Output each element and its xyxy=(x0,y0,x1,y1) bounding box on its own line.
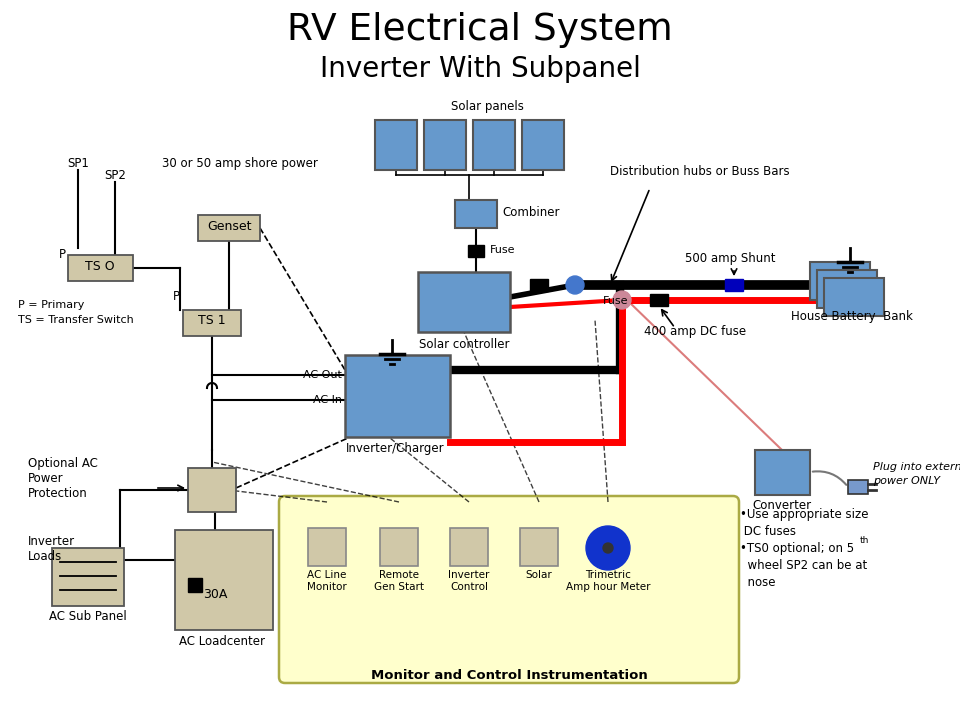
Text: TS O: TS O xyxy=(85,259,115,272)
Bar xyxy=(308,528,346,566)
Text: P: P xyxy=(59,248,66,261)
Text: AC Out: AC Out xyxy=(303,370,342,380)
Text: Genset: Genset xyxy=(206,220,252,233)
Bar xyxy=(473,120,515,170)
Text: •Use appropriate size: •Use appropriate size xyxy=(740,508,869,521)
Bar xyxy=(198,215,260,241)
Bar xyxy=(810,262,870,300)
Text: P = Primary: P = Primary xyxy=(18,300,84,310)
Text: RV Electrical System: RV Electrical System xyxy=(287,12,673,48)
Bar xyxy=(345,355,450,437)
Text: Trimetric
Amp hour Meter: Trimetric Amp hour Meter xyxy=(565,570,650,592)
Text: Solar controller: Solar controller xyxy=(419,338,509,351)
Bar xyxy=(183,310,241,336)
Text: Inverter: Inverter xyxy=(28,535,75,548)
Text: TS = Transfer Switch: TS = Transfer Switch xyxy=(18,315,133,325)
Text: SP2: SP2 xyxy=(104,169,126,182)
Text: Fuse: Fuse xyxy=(490,245,516,255)
Bar xyxy=(725,279,743,291)
Text: AC Loadcenter: AC Loadcenter xyxy=(179,635,265,648)
Bar xyxy=(520,528,558,566)
Text: wheel SP2 can be at: wheel SP2 can be at xyxy=(740,559,867,572)
Text: Plug into external: Plug into external xyxy=(873,462,960,472)
Text: Solar: Solar xyxy=(526,570,552,580)
Text: 500 amp Shunt: 500 amp Shunt xyxy=(684,252,776,265)
Text: Monitor and Control Instrumentation: Monitor and Control Instrumentation xyxy=(371,669,647,682)
Text: TS 1: TS 1 xyxy=(198,315,226,328)
Text: AC Line
Monitor: AC Line Monitor xyxy=(307,570,347,592)
FancyBboxPatch shape xyxy=(279,496,739,683)
Text: th: th xyxy=(860,536,870,545)
Bar xyxy=(817,270,877,308)
Text: nose: nose xyxy=(740,576,776,589)
Text: Optional AC: Optional AC xyxy=(28,457,98,470)
Text: 30 or 50 amp shore power: 30 or 50 amp shore power xyxy=(162,157,318,170)
Bar xyxy=(755,450,810,495)
Bar xyxy=(530,279,548,291)
Bar xyxy=(68,255,133,281)
Text: House Battery  Bank: House Battery Bank xyxy=(791,310,913,323)
Text: •TS0 optional; on 5: •TS0 optional; on 5 xyxy=(740,542,854,555)
Text: SP1: SP1 xyxy=(67,157,89,170)
Circle shape xyxy=(566,276,584,294)
Text: power ONLY: power ONLY xyxy=(873,476,940,486)
Bar xyxy=(450,528,488,566)
Text: P: P xyxy=(173,290,180,303)
Bar xyxy=(424,120,466,170)
Bar xyxy=(418,272,510,332)
Bar xyxy=(375,120,417,170)
Bar xyxy=(380,528,418,566)
Text: 30A: 30A xyxy=(203,588,228,601)
Circle shape xyxy=(613,291,631,309)
Bar xyxy=(175,530,273,630)
Text: Remote
Gen Start: Remote Gen Start xyxy=(374,570,424,592)
Text: Converter: Converter xyxy=(753,499,811,512)
Text: 400 amp DC fuse: 400 amp DC fuse xyxy=(644,325,746,338)
Text: Power: Power xyxy=(28,472,63,485)
Bar xyxy=(650,294,668,306)
Bar xyxy=(188,468,236,512)
Text: Inverter/Charger: Inverter/Charger xyxy=(346,442,444,455)
Text: AC Sub Panel: AC Sub Panel xyxy=(49,610,127,623)
Circle shape xyxy=(603,543,613,553)
Bar xyxy=(455,200,497,228)
Bar xyxy=(188,578,202,592)
Bar xyxy=(824,278,884,316)
Text: Fuse: Fuse xyxy=(603,296,628,306)
Text: Distribution hubs or Buss Bars: Distribution hubs or Buss Bars xyxy=(611,165,790,178)
Text: Protection: Protection xyxy=(28,487,87,500)
Text: Solar panels: Solar panels xyxy=(450,100,523,113)
Bar xyxy=(52,548,124,606)
Text: AC In: AC In xyxy=(313,395,342,405)
Text: Inverter With Subpanel: Inverter With Subpanel xyxy=(320,55,640,83)
Bar xyxy=(848,480,868,494)
Text: Loads: Loads xyxy=(28,550,62,563)
Text: DC fuses: DC fuses xyxy=(740,525,796,538)
Circle shape xyxy=(586,526,630,570)
Text: Inverter
Control: Inverter Control xyxy=(448,570,490,592)
Text: Combiner: Combiner xyxy=(502,205,560,218)
Bar xyxy=(468,245,484,257)
Bar xyxy=(522,120,564,170)
